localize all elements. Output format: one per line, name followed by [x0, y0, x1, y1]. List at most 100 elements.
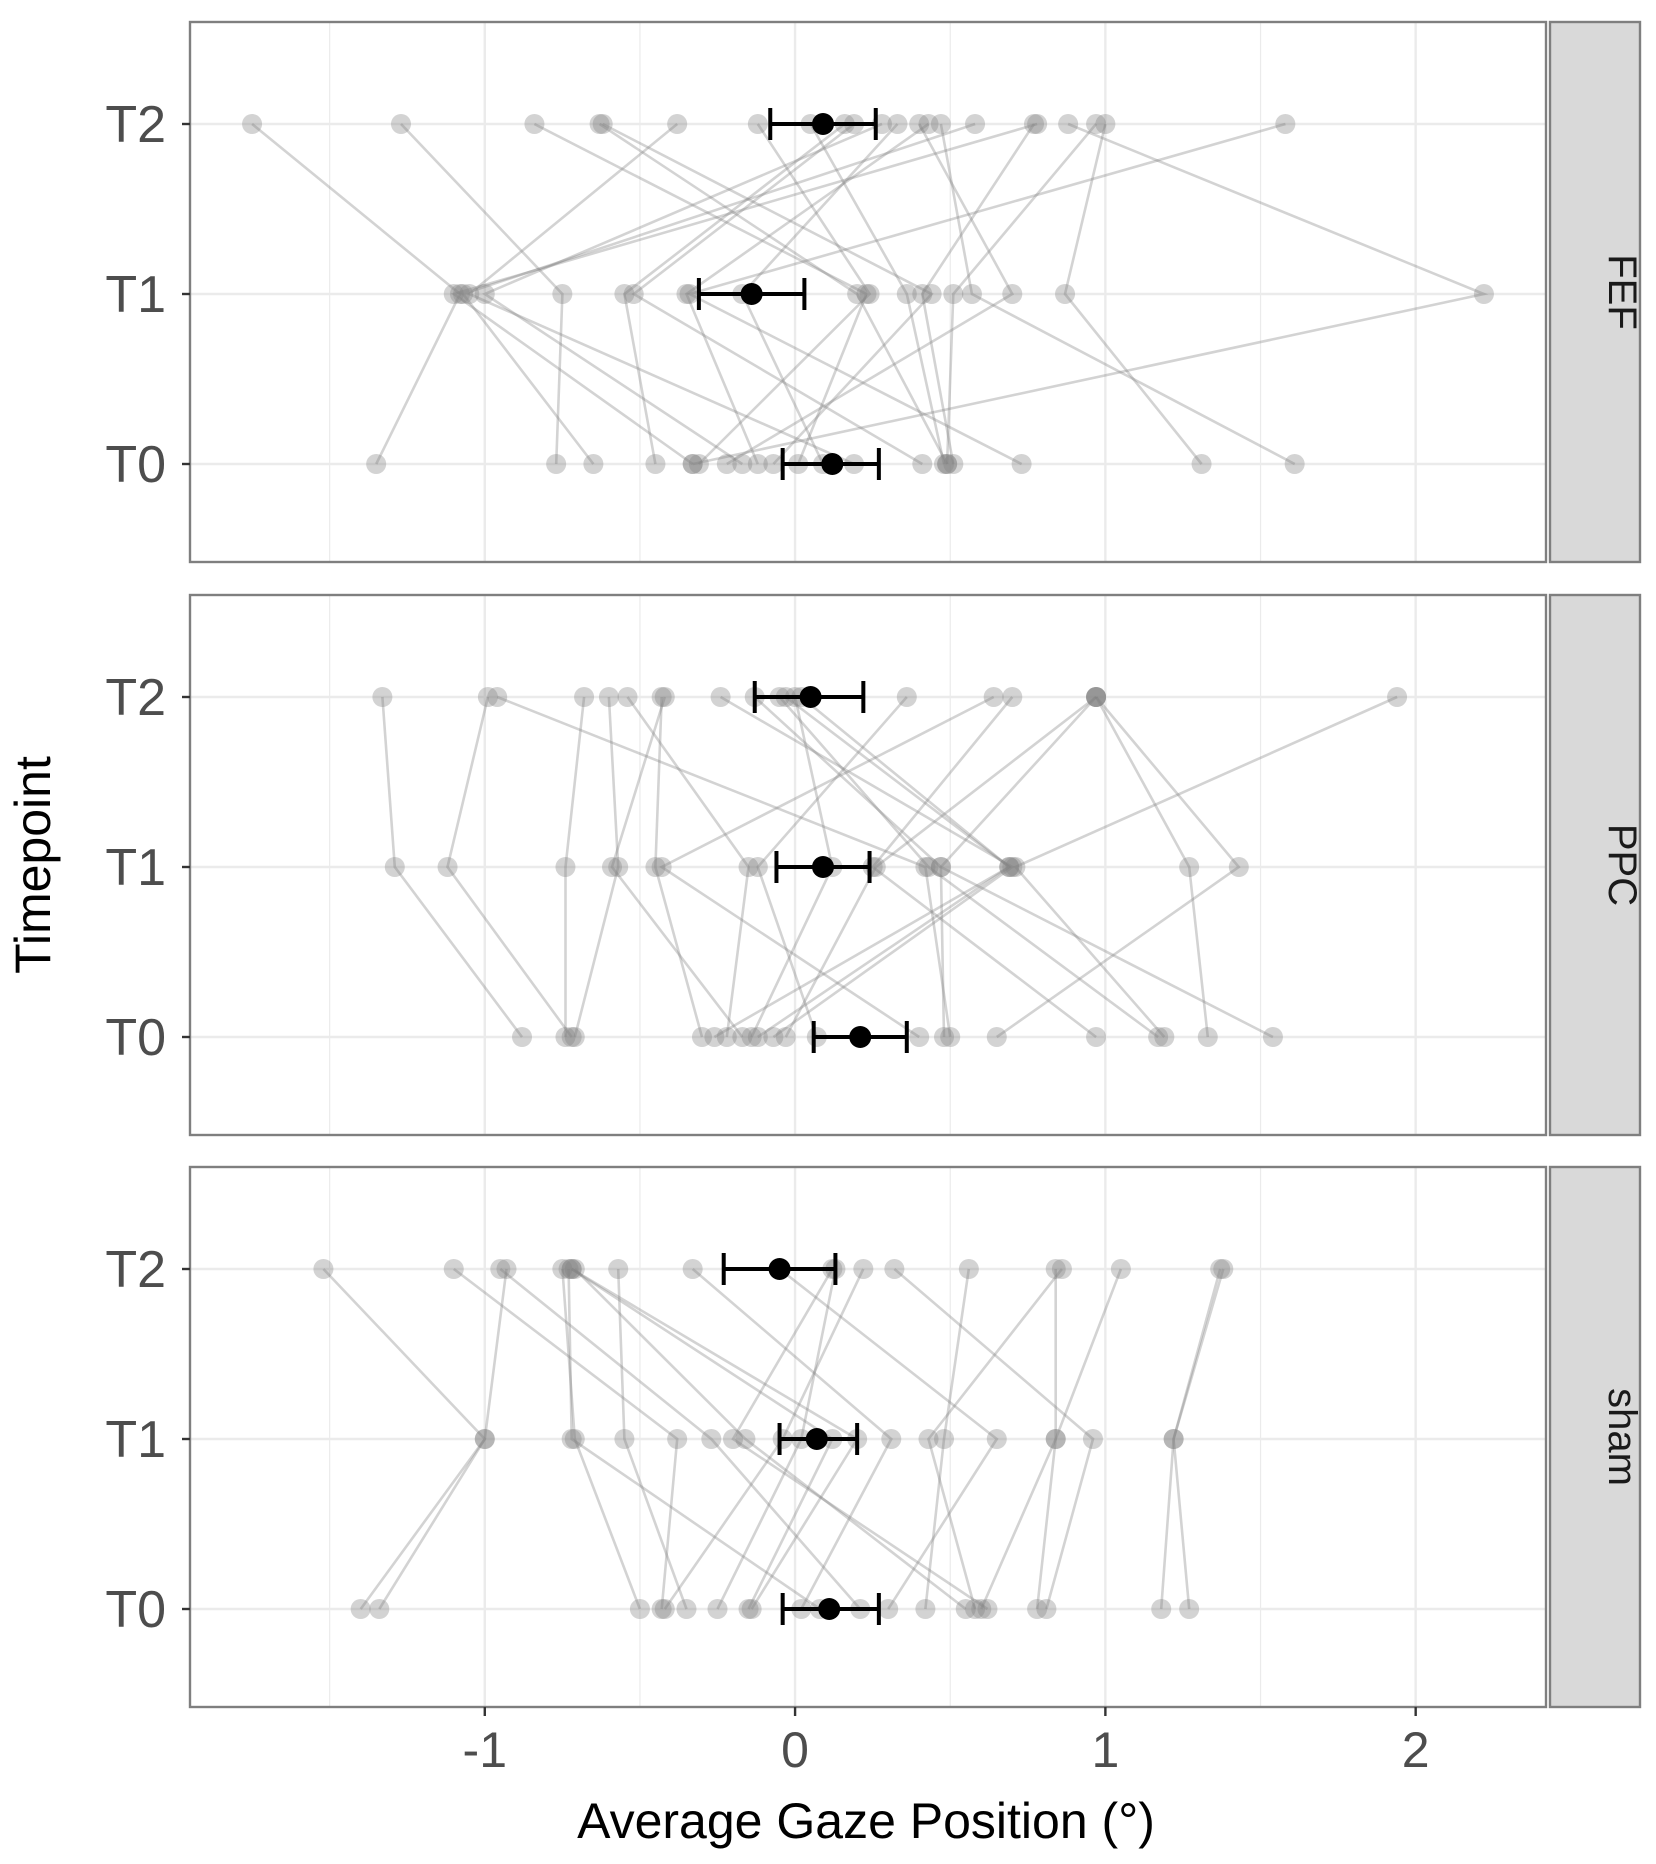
y-tick-label: T1 [105, 839, 166, 897]
subject-point [943, 454, 964, 474]
subject-point [391, 114, 412, 134]
subject-line [809, 123, 946, 465]
subject-point [859, 284, 880, 304]
panel-sham: T0 T1 T2 sham [105, 1165, 1644, 1709]
subject-point [654, 687, 675, 707]
subject-point [474, 284, 495, 304]
subject-line [322, 1268, 487, 1610]
subject-point [667, 114, 688, 134]
subject-line [561, 1268, 642, 1610]
subject-point [1086, 1027, 1107, 1047]
subject-line [573, 696, 620, 1038]
subject-line [927, 1268, 1063, 1610]
subject-point [564, 1429, 585, 1449]
subject-point [884, 1259, 905, 1279]
subject-point [1045, 1429, 1066, 1449]
subject-line [945, 123, 1098, 465]
subject-line [778, 1267, 999, 1610]
subject-line [496, 695, 952, 1038]
subject-line [713, 695, 1012, 1039]
subject-point [691, 1027, 712, 1047]
y-tick-label: T0 [105, 1009, 166, 1067]
subject-point [1262, 1027, 1283, 1047]
subject-point [453, 284, 474, 304]
subject-point [477, 687, 498, 707]
subject-point [487, 687, 508, 707]
subject-point [564, 1259, 585, 1279]
panel-ppc: T0 T1 T2 PPC [105, 593, 1644, 1137]
subject-point [1095, 114, 1116, 134]
subject-line [756, 696, 908, 1038]
subject-line [446, 696, 573, 1038]
subject-point [738, 1599, 759, 1619]
subject-line [753, 696, 946, 1038]
x-tick-label: 0 [781, 1722, 809, 1778]
y-tick-label: T2 [105, 1241, 166, 1299]
subject-point [1086, 687, 1107, 707]
subject-point [986, 1027, 1007, 1047]
subject-point [934, 454, 955, 474]
subject-point [667, 1429, 688, 1449]
subject-point [1228, 857, 1249, 877]
subject-point [896, 687, 917, 707]
subject-point [682, 454, 703, 474]
mean-point [812, 113, 835, 135]
y-tick-label: T0 [105, 436, 166, 494]
subject-point [552, 1259, 573, 1279]
subject-line [381, 696, 524, 1038]
subject-point [915, 1599, 936, 1619]
subject-point [1045, 1429, 1066, 1449]
subject-point [474, 1429, 495, 1449]
minor-gridlines [329, 595, 1262, 1135]
mean-markers [721, 1253, 881, 1625]
y-axis-title: Timepoint [5, 756, 61, 974]
y-tick-label: T0 [105, 1581, 166, 1639]
subject-point [1086, 687, 1107, 707]
subject-point [775, 1027, 796, 1047]
subject-line [684, 122, 930, 465]
subject-point [1002, 687, 1023, 707]
subject-point [937, 454, 958, 474]
facet-strip-background [1548, 20, 1642, 564]
subject-line [924, 1268, 971, 1610]
subject-point [688, 454, 709, 474]
subject-line [1013, 695, 1398, 1038]
x-tick-label: -1 [463, 1722, 507, 1778]
subject-point [583, 454, 604, 474]
panel-background [190, 1167, 1546, 1707]
y-tick-label: T2 [105, 669, 166, 727]
subject-point [934, 1027, 955, 1047]
subject-point [242, 114, 263, 134]
subject-point [930, 857, 951, 877]
subject-point [496, 1259, 517, 1279]
subject-point [651, 687, 672, 707]
subject-line [691, 1268, 893, 1610]
subject-point [716, 1027, 737, 1047]
mean-markers [696, 108, 881, 480]
subject-point [614, 284, 635, 304]
subject-point [443, 1259, 464, 1279]
subject-point [853, 1259, 874, 1279]
subject-point [1086, 114, 1107, 134]
subject-line [251, 122, 462, 465]
panel-background [190, 22, 1546, 562]
subject-line [996, 696, 1241, 1039]
subject-line [450, 122, 1038, 466]
subject-point [459, 284, 480, 304]
subject-point [1275, 114, 1296, 134]
subject-point [676, 1599, 697, 1619]
subject-line [659, 695, 995, 1039]
y-tick-label: T1 [105, 1411, 166, 1469]
subject-point [437, 857, 458, 877]
subject-line [567, 1268, 821, 1611]
subject-line [870, 696, 1097, 1039]
subject-point [918, 1429, 939, 1449]
subject-point [555, 857, 576, 877]
subject-point [682, 1259, 703, 1279]
subject-line [939, 123, 1296, 466]
subject-point [645, 454, 666, 474]
subject-point [930, 114, 951, 134]
subject-points [372, 687, 1408, 1047]
subject-point [1154, 1027, 1175, 1047]
subject-point [592, 114, 613, 134]
